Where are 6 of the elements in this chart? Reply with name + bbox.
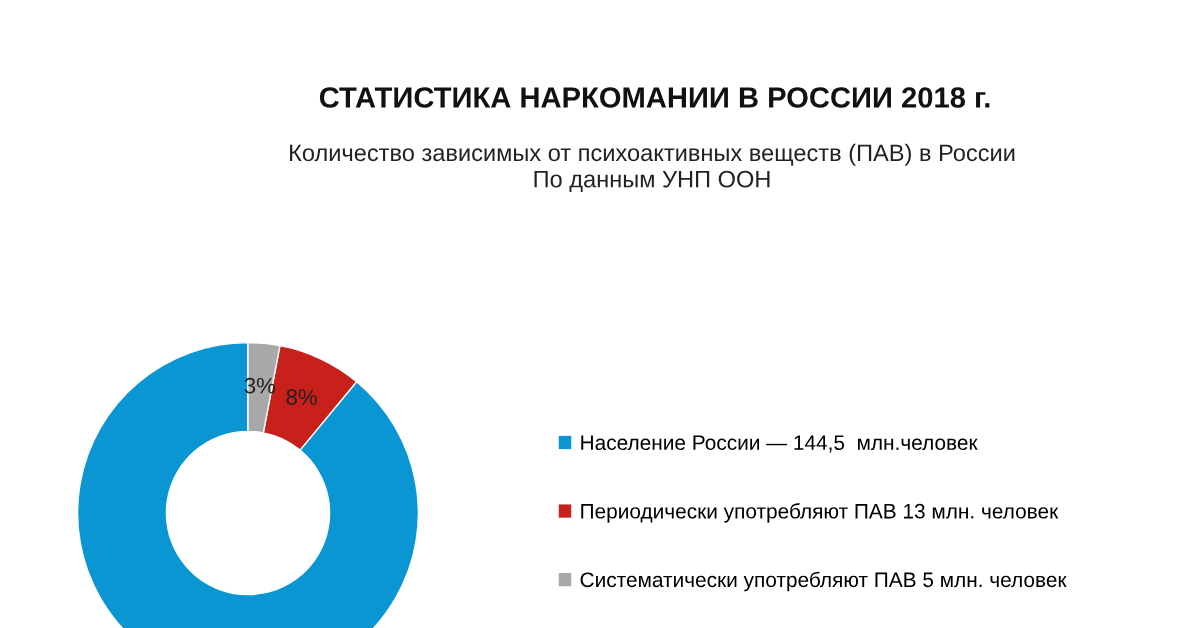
- legend-label: Систематически употребляют ПАВ 5 млн. человек: [580, 571, 1067, 592]
- data-label: 8%: [286, 389, 317, 405]
- legend-label: Периодически употребляют ПАВ 13 млн. человек: [581, 503, 1059, 523]
- legend-label: Население России — 144,5 млн.человек: [581, 435, 978, 453]
- chart-subtitle: Количество зависимых от психоактивных веществ (ПАВ) в России По данным УНП ООН: [290, 143, 1015, 192]
- chart-title: СТАТИСТИКА НАРКОМАНИИ В РОССИИ 2018 г.: [319, 87, 990, 108]
